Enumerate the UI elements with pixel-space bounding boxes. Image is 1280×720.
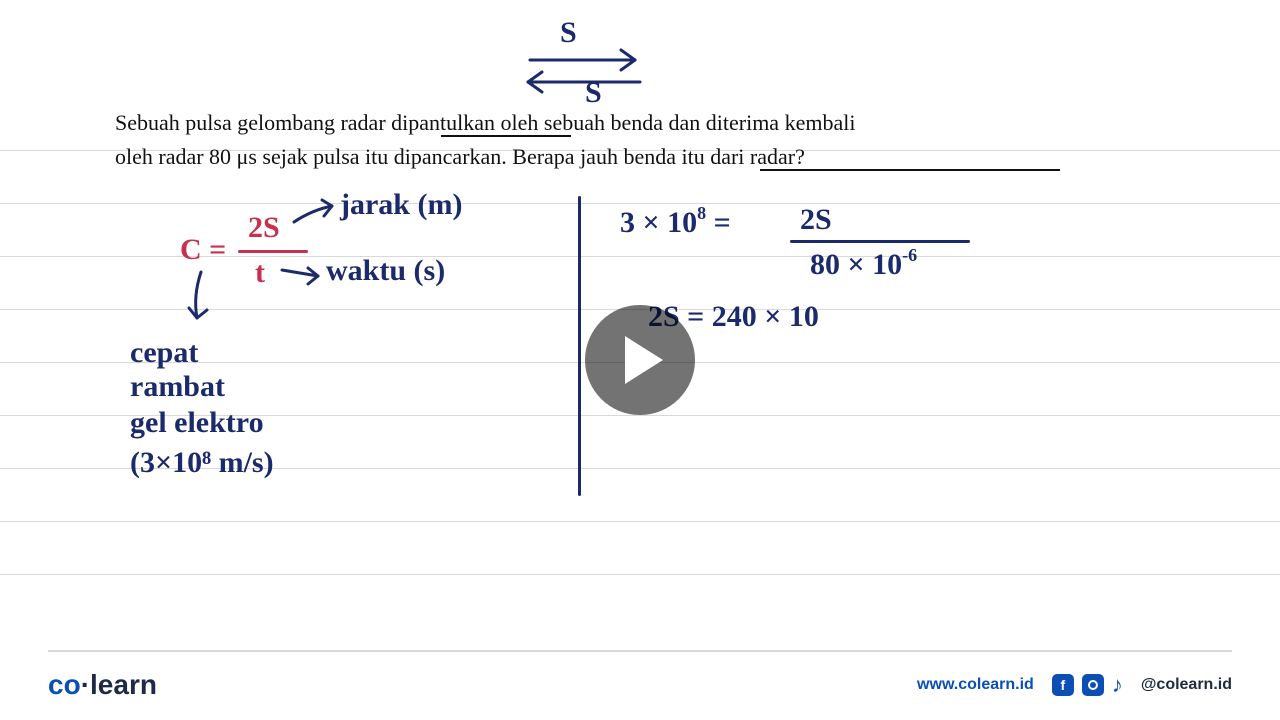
underline-dipantulkan <box>441 135 571 137</box>
footer-handle[interactable]: @colearn.id <box>1141 676 1232 694</box>
play-icon <box>625 336 663 384</box>
diagram-bottom-s: S <box>585 78 602 108</box>
calc-lhs-base: 3 × 10 <box>620 206 697 239</box>
logo-co: co <box>48 669 81 700</box>
diagram-back-arrow <box>510 68 650 110</box>
underline-question <box>760 169 1060 171</box>
logo-dot: · <box>81 669 90 700</box>
calc-eq: = <box>706 206 731 239</box>
arrow-to-jarak <box>292 200 342 230</box>
calc-lhs-exp: 8 <box>697 203 706 223</box>
formula-numerator: 2S <box>248 213 280 243</box>
logo-learn: learn <box>90 669 157 700</box>
diagram-out-arrow <box>525 30 655 72</box>
canvas: S S Sebuah pulsa gelombang radar dipantu… <box>0 0 1280 720</box>
ruled-line <box>0 574 1280 575</box>
work-divider <box>578 196 581 496</box>
arrow-down-c <box>185 270 215 330</box>
calc-den-base: 80 × 10 <box>810 248 902 281</box>
calc-numerator: 2S <box>800 205 832 235</box>
calc-denominator: 80 × 10-6 <box>810 250 917 280</box>
ruled-line <box>0 521 1280 522</box>
note-jarak: jarak (m) <box>340 190 462 220</box>
arrow-to-waktu <box>280 262 328 288</box>
brand-logo: co·learn <box>48 669 157 701</box>
formula-denominator: t <box>255 258 265 288</box>
footer-right: www.colearn.id f ♪ @colearn.id <box>917 672 1232 698</box>
calc-den-exp: -6 <box>902 245 917 265</box>
social-icons: f ♪ <box>1052 672 1123 698</box>
problem-line-1: Sebuah pulsa gelombang radar dipantulkan… <box>115 108 1175 139</box>
tiktok-icon[interactable]: ♪ <box>1112 672 1123 698</box>
diagram-top-s: S <box>560 18 577 48</box>
play-button[interactable] <box>585 305 695 415</box>
note-cepat: cepat <box>130 338 198 368</box>
footer: co·learn www.colearn.id f ♪ @colearn.id <box>0 650 1280 720</box>
facebook-icon[interactable]: f <box>1052 674 1074 696</box>
footer-url[interactable]: www.colearn.id <box>917 676 1034 694</box>
formula-fraction-bar <box>238 250 308 253</box>
calc-fraction-bar <box>790 240 970 243</box>
note-waktu: waktu (s) <box>326 256 445 286</box>
formula-c-equals: C = <box>180 235 226 265</box>
note-rambat: rambat <box>130 372 225 402</box>
note-speed-value: (3×10⁸ m/s) <box>130 448 274 478</box>
note-gel-elektro: gel elektro <box>130 408 264 438</box>
ruled-line <box>0 203 1280 204</box>
footer-divider <box>48 650 1232 652</box>
instagram-icon[interactable] <box>1082 674 1104 696</box>
calc-lhs: 3 × 108 = <box>620 208 731 238</box>
